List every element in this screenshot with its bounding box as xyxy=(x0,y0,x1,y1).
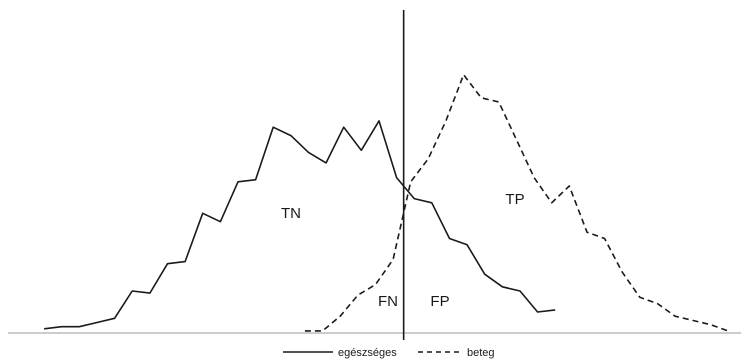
series-line-beteg xyxy=(304,73,729,332)
region-label-tp: TP xyxy=(505,191,524,208)
region-label-fp: FP xyxy=(430,293,449,310)
legend: egészséges beteg xyxy=(283,347,495,359)
region-label-fn: FN xyxy=(378,293,398,310)
legend-label-egeszseges: egészséges xyxy=(338,347,397,359)
region-label-tn: TN xyxy=(281,205,301,222)
legend-label-beteg: beteg xyxy=(467,347,495,359)
plot-area xyxy=(8,10,741,340)
series-line-egeszseges xyxy=(44,120,556,330)
region-labels: TN TP FN FP xyxy=(281,191,525,310)
